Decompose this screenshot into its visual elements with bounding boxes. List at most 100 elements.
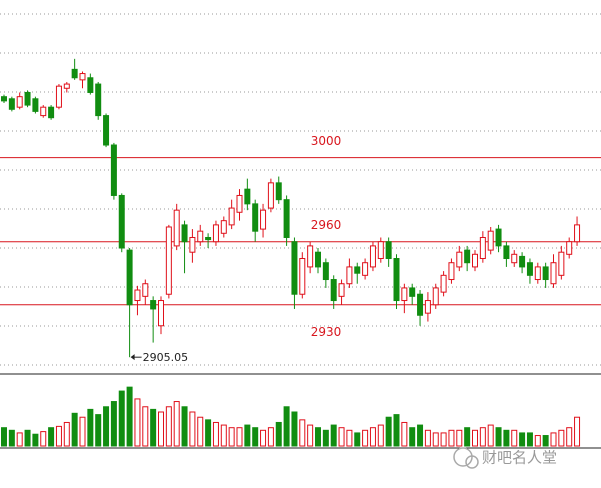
volume-bar <box>150 408 157 447</box>
candle-body <box>472 253 478 268</box>
volume-bar <box>212 421 219 447</box>
volume-bar <box>16 432 23 447</box>
volume-bar <box>432 432 439 447</box>
candle-body <box>275 182 282 201</box>
candle-body <box>424 300 431 314</box>
volume-bar <box>526 432 533 447</box>
candle-body <box>236 194 243 213</box>
volume-bar <box>542 435 549 447</box>
volume-bar <box>134 398 141 447</box>
candle-body <box>252 203 259 232</box>
candle-body <box>24 91 31 106</box>
candle-body <box>87 77 94 93</box>
volume-bar <box>377 424 384 447</box>
volume-bar <box>236 427 243 447</box>
reference-label: 2930 <box>311 325 342 339</box>
volume-bar <box>228 427 235 447</box>
candle-body <box>228 207 235 226</box>
candle-body <box>542 266 549 281</box>
candle-body <box>362 262 369 276</box>
volume-bar <box>440 432 447 447</box>
watermark-icon <box>465 455 479 469</box>
volume-bar <box>322 429 329 447</box>
volume-bar <box>330 424 337 447</box>
volume-bar <box>205 419 212 447</box>
volume-bar <box>393 414 400 447</box>
candle-body <box>393 258 400 302</box>
volume-bar <box>1 427 7 447</box>
volume-bar <box>315 427 321 447</box>
candle-body <box>173 209 180 247</box>
volume-bar <box>110 401 117 447</box>
volume-bar <box>189 411 196 447</box>
volume-bar <box>354 432 361 447</box>
volume-bar <box>519 432 526 447</box>
candle-body <box>550 262 557 285</box>
volume-bar <box>126 386 133 447</box>
candle-body <box>574 224 581 243</box>
candle-body <box>534 266 541 281</box>
annotation-label: 2905.05 <box>143 351 189 364</box>
candle-body <box>283 199 290 238</box>
candle-body <box>503 245 510 260</box>
candle-body <box>487 230 494 251</box>
candle-body <box>299 258 306 295</box>
volume-bar <box>487 424 494 447</box>
candle-body <box>260 209 267 230</box>
volume-bar <box>252 427 259 447</box>
volume-bar <box>79 416 86 447</box>
annotation-arrowhead <box>130 354 135 361</box>
candle-body <box>464 249 471 264</box>
volume-bar <box>165 406 172 447</box>
volume-bar <box>299 419 306 447</box>
volume-bar <box>479 427 486 447</box>
volume-bar <box>307 424 314 447</box>
volume-bar <box>385 416 392 447</box>
volume-bar <box>464 427 471 447</box>
candle-body <box>440 274 447 293</box>
volume-bar <box>40 431 47 447</box>
candle-body <box>48 106 55 119</box>
candle-body <box>220 220 227 234</box>
candle-body <box>291 241 298 295</box>
candle-body <box>40 106 47 117</box>
candle-body <box>134 289 141 302</box>
candle-body <box>566 241 573 255</box>
volume-bar <box>495 427 502 447</box>
candle-body <box>126 249 133 306</box>
candle-body <box>165 226 172 295</box>
watermark: 财吧名人堂 <box>453 447 557 469</box>
candle-body <box>526 262 533 276</box>
volume-bar <box>197 416 204 447</box>
volume-bar <box>566 427 573 447</box>
volume-bar <box>103 406 110 447</box>
candle-body <box>322 262 329 281</box>
candle-body <box>377 241 384 260</box>
candle-body <box>519 255 526 268</box>
candle-body <box>432 287 439 306</box>
candle-body <box>103 115 110 146</box>
candle-body <box>244 188 251 205</box>
candle-body <box>479 236 486 260</box>
watermark-text: 财吧名人堂 <box>482 449 557 467</box>
candle-body <box>189 236 196 253</box>
volume-bar <box>362 429 369 447</box>
candle-body <box>55 85 62 108</box>
candle-body <box>495 228 502 247</box>
candle-body <box>197 230 204 243</box>
candle-body <box>1 96 7 102</box>
candle-body <box>118 194 125 249</box>
candle-body <box>142 283 149 297</box>
volume-bar <box>118 390 125 447</box>
candle-body <box>346 266 353 285</box>
candle-body <box>158 300 164 327</box>
candle-body <box>354 266 361 274</box>
volume-bar <box>63 421 70 447</box>
volume-bar <box>55 425 62 447</box>
candle-body <box>558 251 565 276</box>
candle-body <box>110 144 117 196</box>
volume-bar <box>448 429 455 447</box>
volume-bar <box>369 427 376 447</box>
volume-bar <box>283 406 290 447</box>
